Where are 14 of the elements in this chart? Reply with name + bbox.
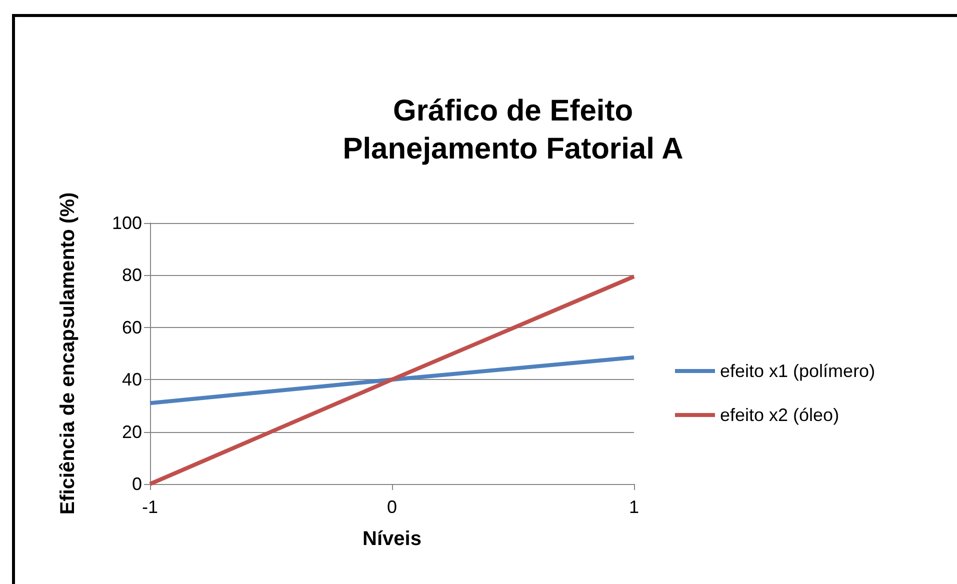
legend-label: efeito x2 (óleo) bbox=[720, 405, 840, 425]
x-tick-label: 0 bbox=[386, 497, 398, 517]
x-tick-label: -1 bbox=[142, 497, 158, 517]
y-tick-label: 20 bbox=[122, 422, 142, 442]
y-tick-label: 0 bbox=[132, 474, 142, 494]
y-tick-label: 60 bbox=[122, 317, 142, 338]
y-axis-title: Eficiência de encapsulamento (%) bbox=[57, 192, 79, 515]
y-tick-label: 40 bbox=[122, 370, 142, 390]
y-tick-label: 100 bbox=[112, 213, 142, 233]
x-axis-title: Níveis bbox=[362, 528, 422, 550]
y-tick-label: 80 bbox=[122, 265, 142, 286]
x-tick-label: 1 bbox=[628, 497, 640, 517]
chart-title: Gráfico de Efeito Planejamento Fatorial A bbox=[342, 94, 684, 166]
legend-label: efeito x1 (polímero) bbox=[720, 361, 876, 381]
